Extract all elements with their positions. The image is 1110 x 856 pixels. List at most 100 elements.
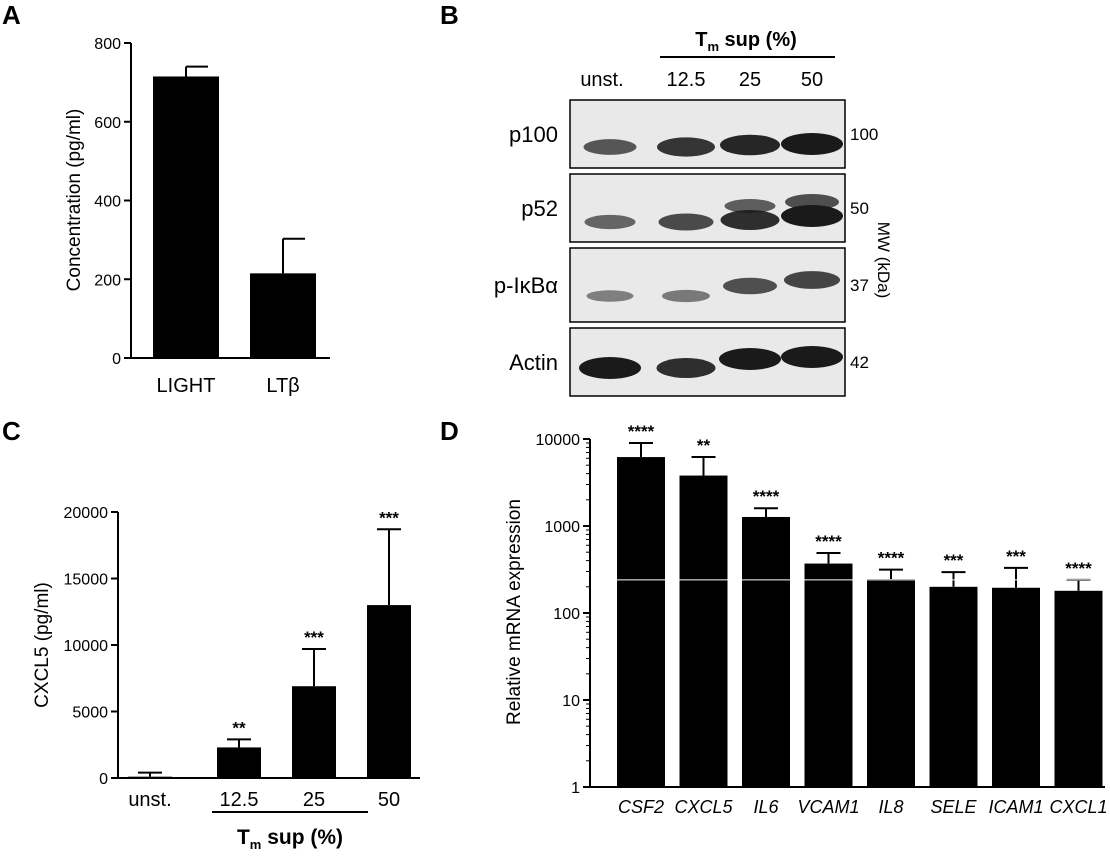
chart-d-bar (804, 563, 853, 787)
chart-d-significance: **** (1065, 559, 1092, 578)
chart-c-ytick-label: 5000 (72, 705, 108, 722)
chart-a-bar (250, 273, 316, 358)
chart-c-xlabel-rest: sup (%) (261, 826, 343, 849)
blot-band (662, 289, 710, 303)
western-blot: Tm sup (%) MW (kDa) unst. 12.5 25 50 p100 100… (494, 29, 893, 397)
panel-letter-c: C (2, 416, 21, 446)
blot-header-sub: m (707, 39, 719, 54)
blot-row-label: p100 (509, 122, 558, 147)
blot-row-mw: 42 (850, 353, 869, 372)
blot-band (781, 346, 843, 368)
blot-row-label: Actin (509, 350, 558, 375)
blot-band (656, 358, 716, 378)
panel-letter-b: B (440, 0, 459, 30)
chart-c-xlabel-sub: m (250, 837, 262, 852)
chart-d-bar (742, 516, 790, 787)
blot-band (658, 213, 714, 231)
chart-a-ytick-label: 800 (94, 36, 121, 53)
blot-band-upper (785, 194, 839, 210)
chart-d-bar (617, 457, 665, 787)
chart-d-bar (1054, 590, 1103, 787)
blot-row-label: p52 (521, 196, 558, 221)
blot-band (586, 290, 634, 302)
chart-a-category-label: LIGHT (157, 375, 216, 397)
blot-row-mw: 37 (850, 276, 869, 295)
chart-d-ytick-label: 100 (553, 606, 580, 623)
chart-a-ytick-label: 400 (94, 194, 121, 211)
chart-d-ylabel: Relative mRNA expression (504, 499, 525, 725)
blot-mw-axis-label: MW (kDa) (874, 222, 893, 298)
chart-d-significance: *** (944, 551, 964, 570)
chart-d-category-label: SELE (930, 797, 977, 817)
blot-lane-label: 12.5 (667, 69, 706, 91)
chart-d-bar (929, 586, 978, 787)
blot-row-mw: 50 (850, 199, 869, 218)
chart-d-category-label: CSF2 (618, 797, 664, 817)
chart-d-significance: **** (753, 487, 780, 506)
chart-c-xlabel-main: T (237, 826, 250, 849)
chart-d-category-label: CXCL5 (674, 797, 733, 817)
chart-d-ytick-label: 1000 (544, 519, 580, 536)
chart-c-bar (217, 747, 261, 778)
chart-a-ytick-label: 200 (94, 272, 121, 289)
blot-band-upper (724, 199, 776, 213)
chart-d: 1 10 100 1000 10000 **** CSF2 ** CXCL5 **** IL6 ***… (536, 422, 1108, 817)
blot-lane-label: 50 (801, 69, 823, 91)
chart-c-significance: *** (304, 628, 324, 647)
chart-c-category-label: 50 (378, 789, 400, 811)
chart-d-category-label: IL6 (753, 797, 779, 817)
blot-band (781, 205, 843, 227)
blot-band (579, 357, 641, 379)
blot-header-main: T (695, 29, 707, 51)
chart-c: 0 5000 10000 15000 20000 unst. ** 12.5 *** 25 *** 5… (64, 505, 420, 811)
blot-row-mw: 100 (850, 125, 878, 144)
chart-c-category-label: 12.5 (220, 789, 259, 811)
chart-d-significance: **** (815, 532, 842, 551)
blot-lane-label: unst. (580, 69, 623, 91)
chart-c-significance: ** (232, 718, 246, 737)
chart-c-bar (367, 605, 411, 778)
chart-d-bar (679, 475, 728, 787)
chart-a-ytick-label: 0 (112, 351, 121, 368)
chart-c-xlabel: Tm sup (%) (237, 826, 343, 852)
blot-band (719, 348, 781, 370)
blot-band (720, 210, 780, 230)
chart-c-category-label: 25 (303, 789, 325, 811)
chart-c-ytick-label: 20000 (64, 505, 109, 522)
chart-a: 0 200 400 600 800 LIGHT LTβ (94, 36, 330, 397)
blot-band (584, 214, 636, 230)
chart-d-significance: **** (628, 422, 655, 441)
chart-a-ytick-label: 600 (94, 115, 121, 132)
chart-d-ytick-label: 10 (562, 693, 580, 710)
chart-d-significance: ** (697, 436, 711, 455)
blot-lane-label: 25 (739, 69, 761, 91)
chart-a-bar (153, 76, 219, 358)
chart-c-category-label: unst. (128, 789, 171, 811)
blot-band (723, 277, 777, 295)
blot-header-rest: sup (%) (719, 29, 797, 51)
chart-d-category-label: IL8 (878, 797, 903, 817)
blot-band (720, 134, 780, 156)
chart-d-significance: **** (878, 549, 905, 568)
chart-a-category-label: LTβ (266, 375, 299, 397)
chart-d-category-label: CXCL1 (1049, 797, 1107, 817)
blot-row-label: p-IκBα (494, 273, 558, 298)
chart-c-ytick-label: 10000 (64, 638, 109, 655)
chart-d-bar (992, 587, 1040, 787)
chart-d-significance: *** (1006, 547, 1026, 566)
blot-header: Tm sup (%) (695, 29, 797, 54)
chart-c-ytick-label: 0 (99, 771, 108, 788)
chart-c-ytick-label: 15000 (64, 572, 109, 589)
panel-letter-d: D (440, 416, 459, 446)
chart-c-bar (128, 776, 172, 779)
chart-d-ytick-label: 1 (571, 780, 580, 797)
panel-letter-a: A (2, 0, 21, 30)
chart-a-ylabel: Concentration (pg/ml) (64, 109, 85, 292)
blot-band (784, 271, 840, 289)
chart-d-category-label: VCAM1 (797, 797, 859, 817)
chart-c-ylabel: CXCL5 (pg/ml) (32, 582, 53, 708)
blot-band (781, 133, 843, 155)
chart-d-bar (867, 579, 915, 787)
chart-c-bar (292, 686, 336, 778)
